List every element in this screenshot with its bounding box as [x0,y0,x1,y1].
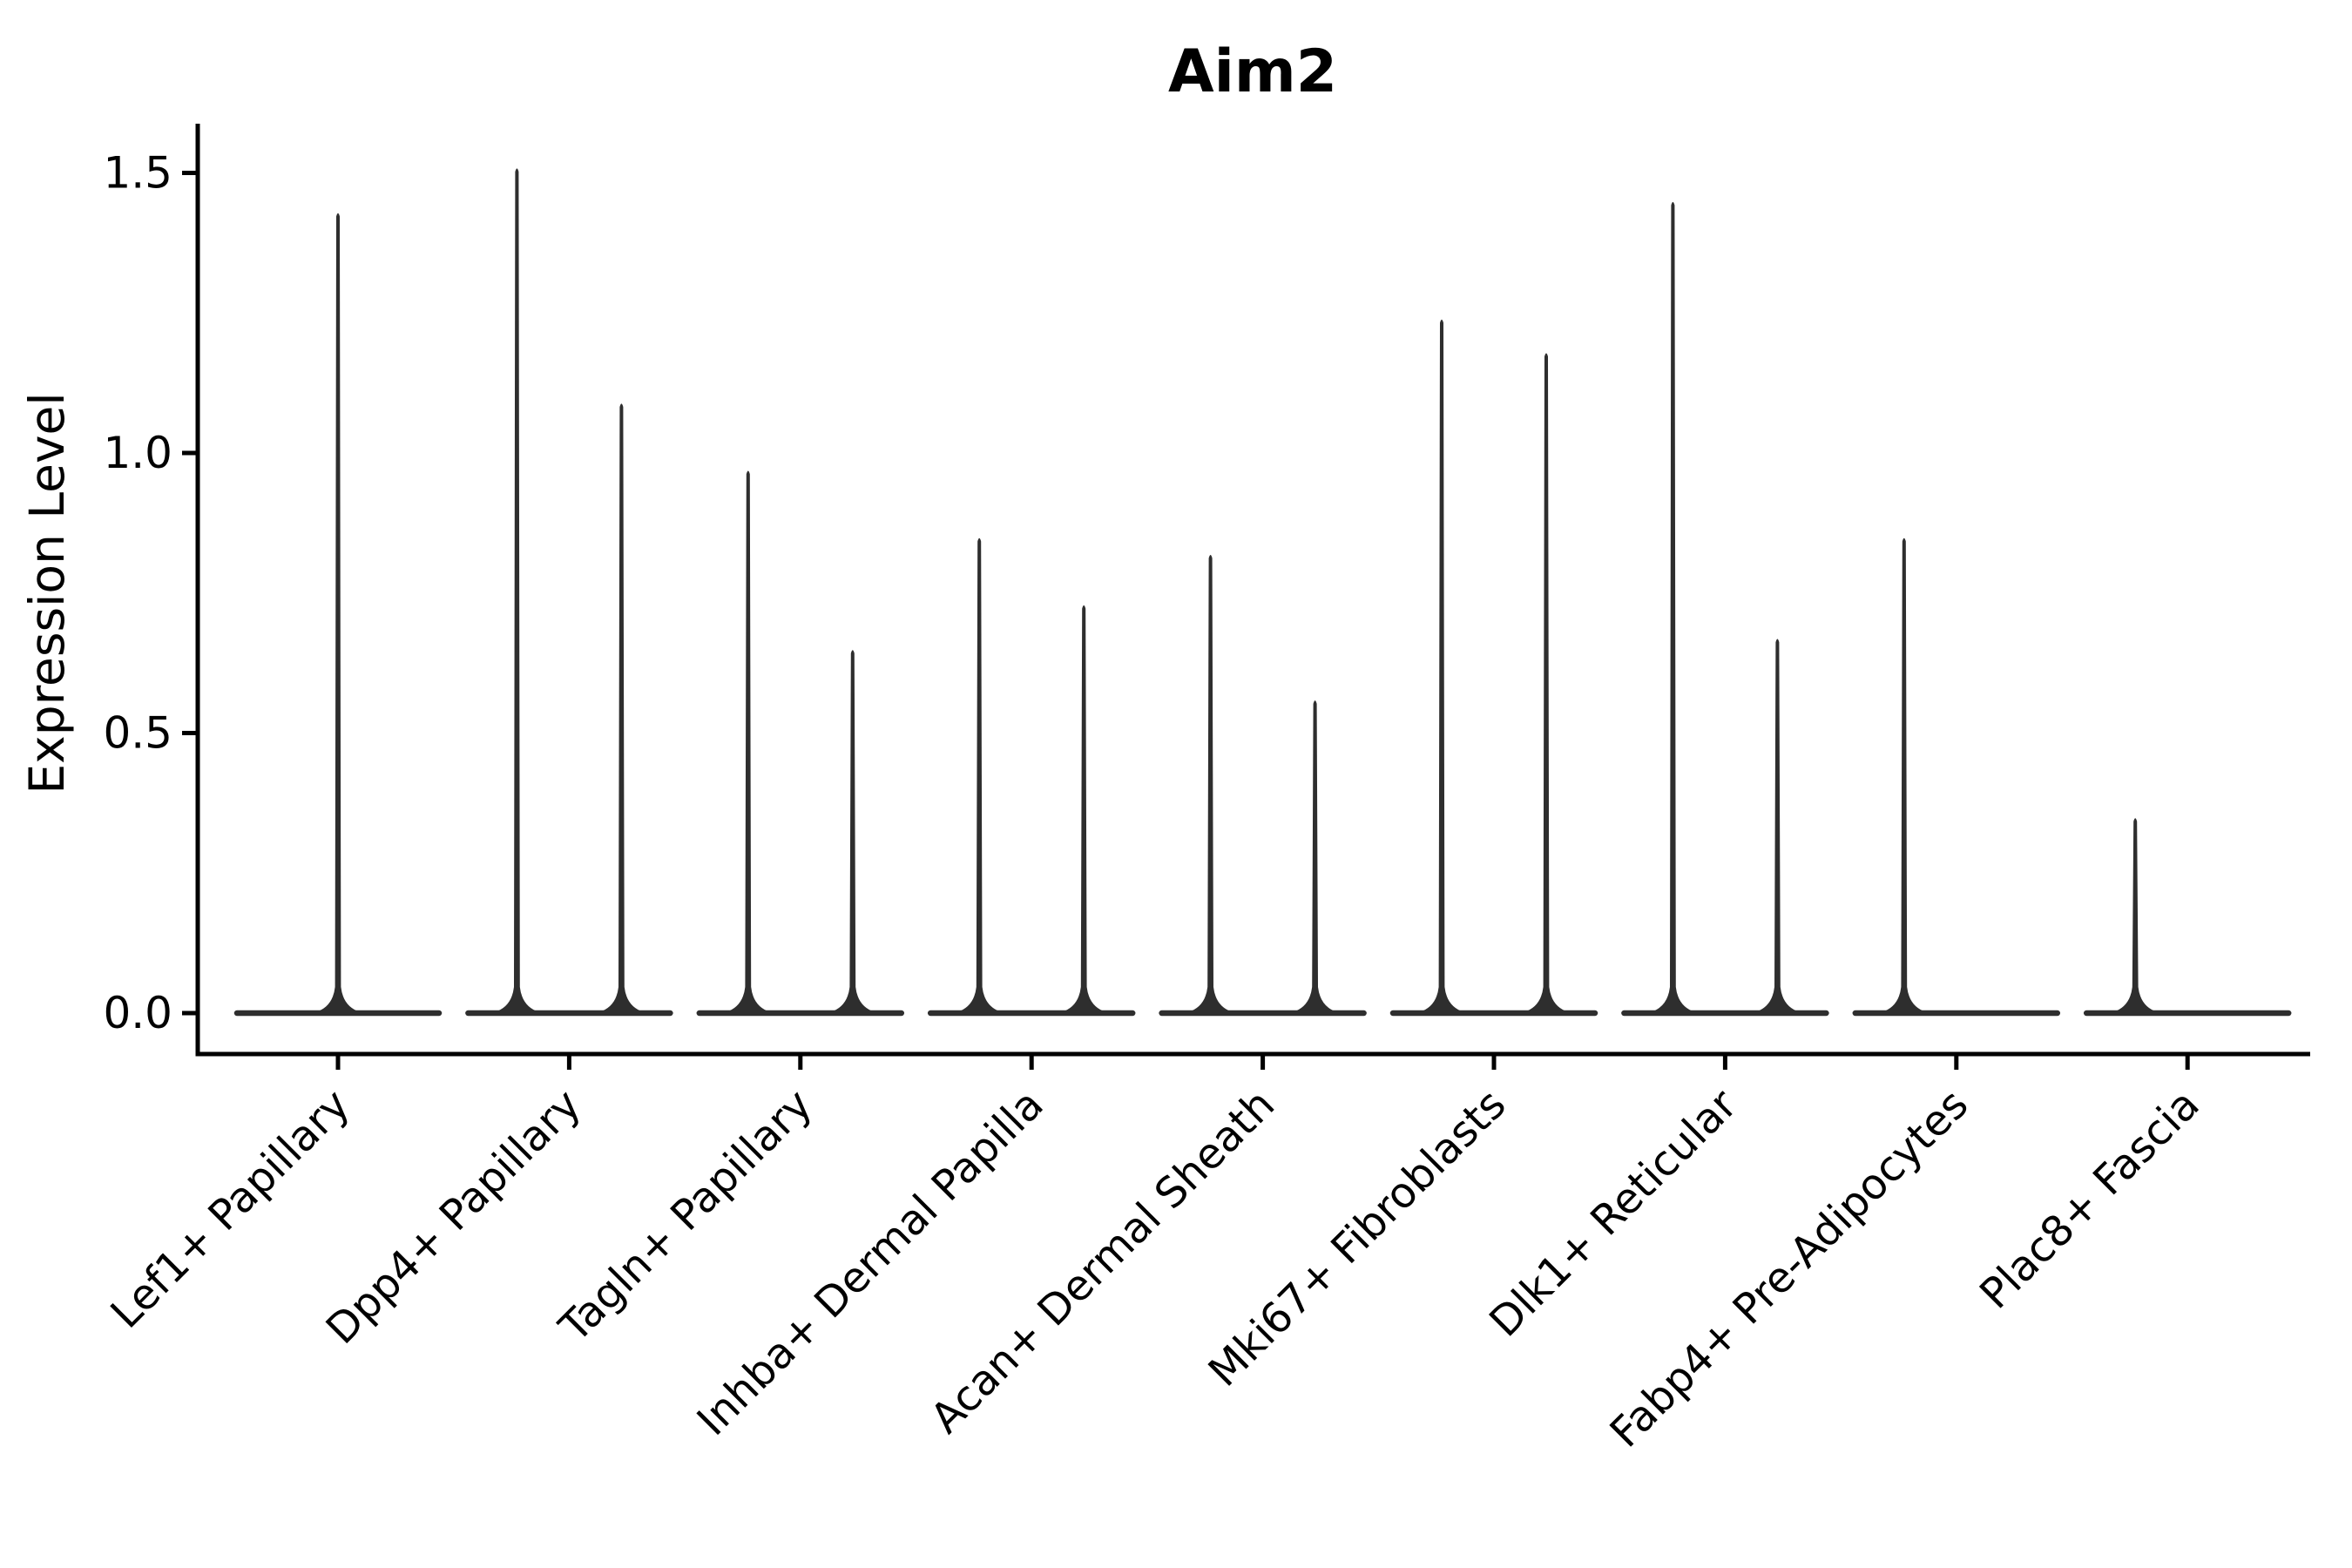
y-ticks-group: 0.0 0.5 1.0 1.5 [103,148,198,1038]
y-tick-label: 1.0 [103,428,172,478]
y-tick-label: 0.5 [103,708,172,759]
violin-spike [1754,639,1801,1016]
y-axis-label: Expression Level [19,392,75,794]
violin-spike [1419,319,1464,1016]
chart-title: Aim2 [1168,37,1337,106]
violin-spike [956,537,1003,1016]
violins-group [233,168,2292,1017]
y-tick-label: 1.5 [103,148,172,199]
violin-spike [2112,818,2159,1016]
violin-spike [1881,537,1927,1016]
y-tick-label: 0.0 [103,988,172,1038]
violin-spike [1187,554,1233,1016]
violin-spike [1061,605,1107,1016]
violin-spike [494,168,540,1016]
violin-spike [1524,353,1569,1016]
violin-spike [1292,700,1338,1016]
violin-spike [1650,201,1696,1016]
violin-spike [315,213,361,1016]
violin-spike [598,403,645,1016]
violin-spike [829,650,875,1016]
violin-spike [725,470,771,1016]
